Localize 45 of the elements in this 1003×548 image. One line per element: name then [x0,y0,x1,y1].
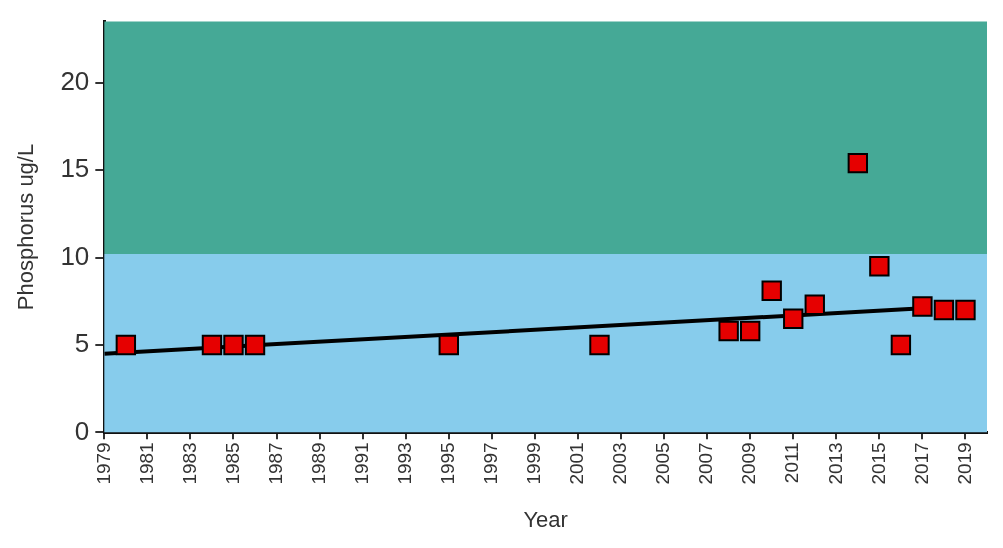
point [955,299,976,321]
y-tick-label: 10 [60,240,90,271]
point [912,296,933,317]
point [869,256,890,277]
point [890,334,912,356]
x-tick-label: 2017 [910,442,932,485]
y-tick-label: 15 [60,153,90,184]
point [933,299,955,321]
point [847,152,869,174]
point [718,320,739,342]
x-tick-label: 2013 [824,442,846,485]
x-tick-label: 2011 [781,442,803,484]
x-axis-title: Year [523,506,568,532]
x-tick-label: 2007 [695,442,717,485]
x-tick-label: 2001 [566,442,588,485]
x-tick-label: 2005 [652,442,674,485]
point [739,320,761,342]
x-tick-label: 1995 [437,442,459,485]
point [783,308,804,329]
x-tick-label: 2003 [609,442,631,485]
x-tick-label: 1999 [523,442,545,485]
x-tick-label: 2015 [867,442,889,485]
point [589,334,610,356]
x-tick-label: 1989 [307,442,329,485]
point [115,334,137,356]
x-tick-label: 1997 [480,442,502,485]
x-tick-label: 1981 [135,442,157,485]
point [438,334,459,356]
point [804,294,825,315]
x-tick-label: 2019 [953,442,975,485]
x-tick-label: 1987 [264,442,286,485]
y-tick-label: 20 [60,65,90,96]
x-tick-label: 1993 [393,442,415,485]
x-tick-label: 1979 [92,442,114,485]
x-tick-label: 1985 [221,442,243,485]
x-tick-label: 1983 [178,442,200,485]
y-tick-label: 5 [74,328,90,359]
x-tick-label: 2009 [738,442,760,485]
point [223,334,244,356]
x-tick-label: 1991 [350,442,372,485]
y-axis-title: Phosphorus ug/L [13,143,39,311]
point [244,334,266,356]
point [761,280,782,301]
point [201,334,223,356]
y-tick-label: 0 [74,415,90,446]
